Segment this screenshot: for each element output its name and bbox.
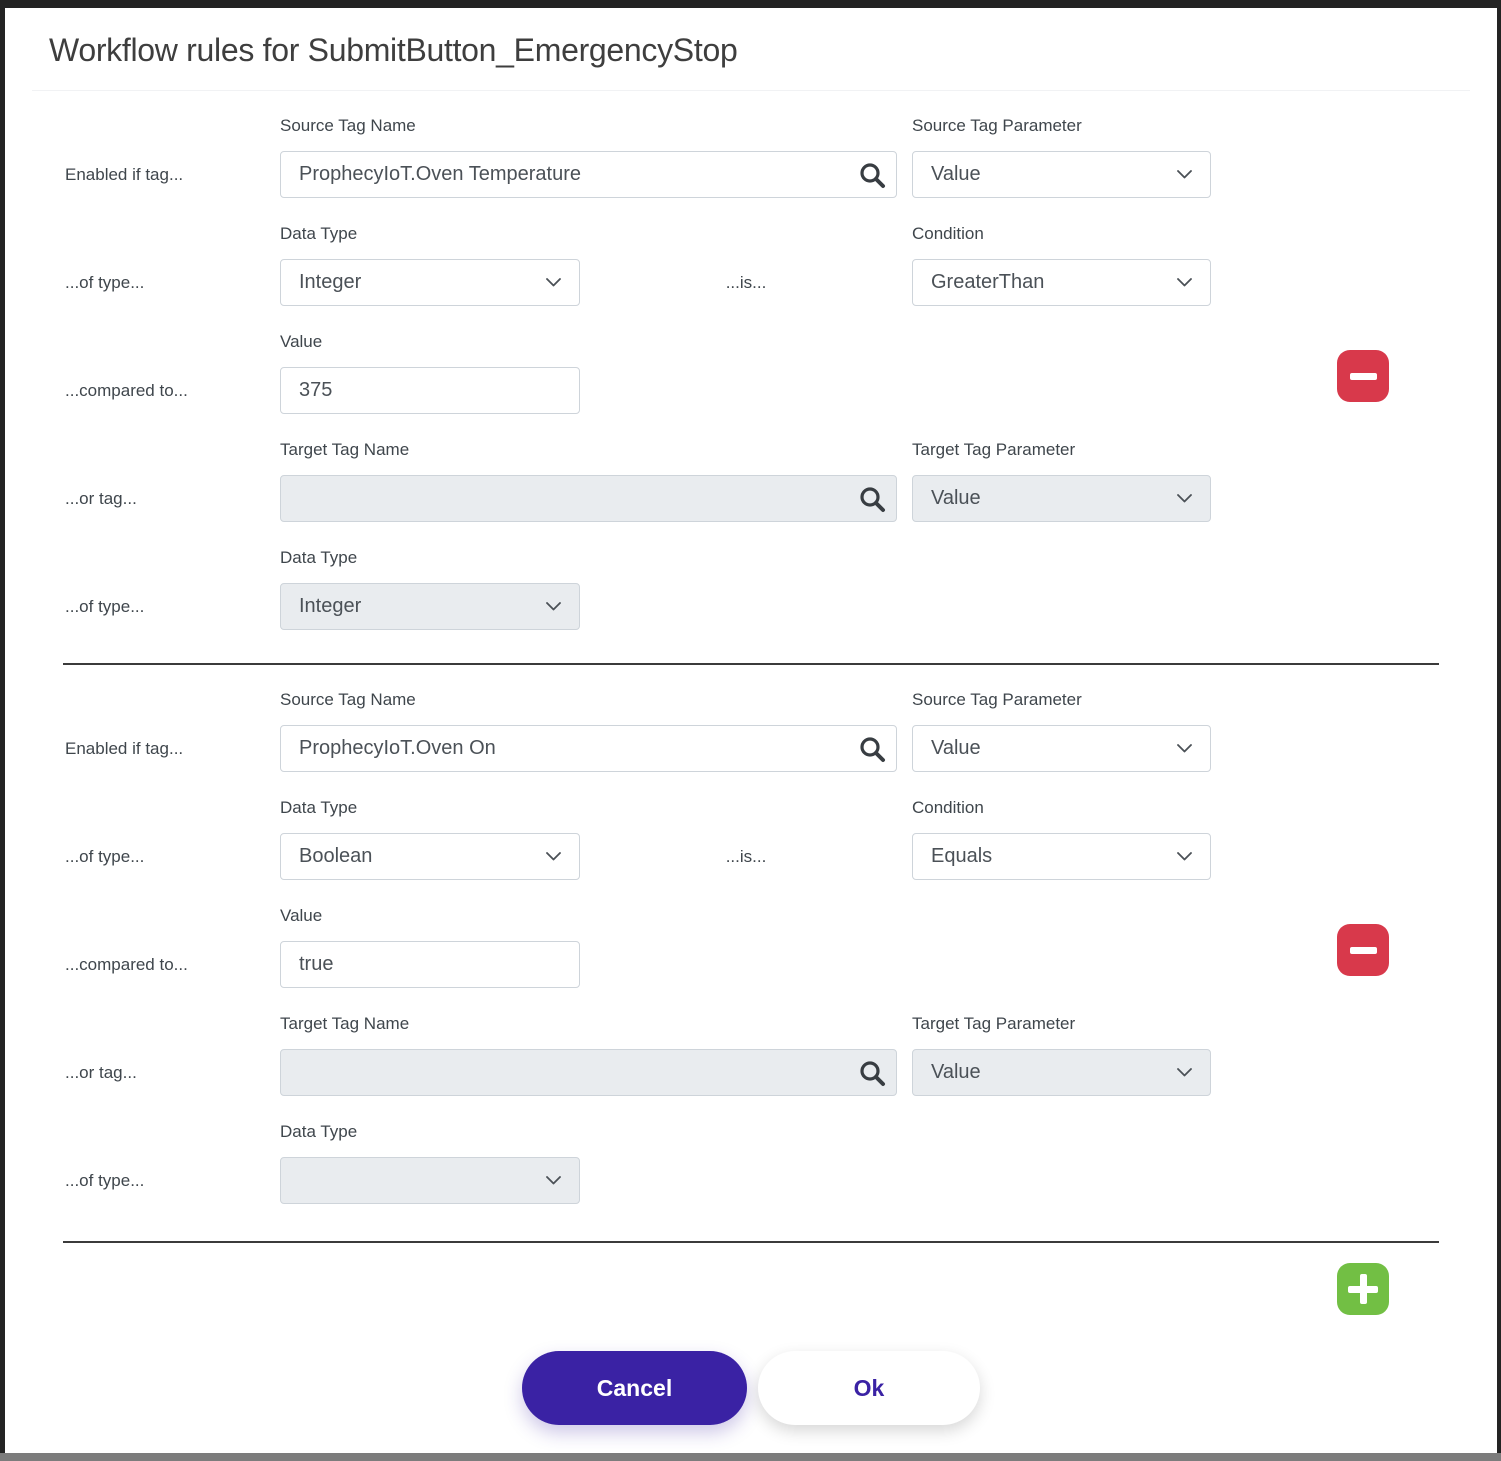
- chevron-down-icon: [1177, 744, 1192, 753]
- rule2-target-tag-name-input: [280, 1049, 897, 1096]
- rule2-value-input[interactable]: [280, 941, 580, 988]
- title-divider: [32, 90, 1470, 91]
- rule2-source-row: Enabled if tag... Source Tag Name So: [65, 689, 1497, 772]
- data-type-label: Data Type: [280, 224, 358, 243]
- add-rule-button[interactable]: [1337, 1263, 1389, 1315]
- rule1-source-tag-name-input[interactable]: [280, 151, 897, 198]
- condition-label: Condition: [912, 798, 984, 817]
- rule2-target-type-row: ...of type... Data Type: [65, 1121, 1497, 1204]
- of-type-label: ...of type...: [65, 1170, 145, 1190]
- selected-value: Value: [931, 737, 981, 759]
- minus-icon: [1349, 946, 1377, 954]
- workflow-rules-dialog: Workflow rules for SubmitButton_Emergenc…: [5, 8, 1497, 1453]
- rule2-target-tag-search-button[interactable]: [857, 1058, 887, 1088]
- or-tag-label: ...or tag...: [65, 488, 137, 508]
- rule2-source-tag-search-button[interactable]: [857, 734, 887, 764]
- rule2-condition-select[interactable]: Equals: [912, 833, 1211, 880]
- minus-icon: [1349, 372, 1377, 380]
- rule2-target-row: ...or tag... Target Tag Name Target: [65, 1013, 1497, 1096]
- value-label: Value: [280, 332, 323, 351]
- target-tag-name-label: Target Tag Name: [280, 440, 410, 459]
- search-icon: [858, 1059, 886, 1087]
- of-type-label: ...of type...: [65, 846, 145, 866]
- cancel-button[interactable]: Cancel: [522, 1351, 747, 1425]
- chevron-down-icon: [546, 1176, 561, 1185]
- rule1-source-tag-search-button[interactable]: [857, 160, 887, 190]
- rule1-target-type-row: ...of type... Data Type Integer: [65, 547, 1497, 630]
- chevron-down-icon: [546, 852, 561, 861]
- rule1-value-input[interactable]: [280, 367, 580, 414]
- target-tag-parameter-label: Target Tag Parameter: [912, 1014, 1076, 1033]
- of-type-label: ...of type...: [65, 272, 145, 292]
- enabled-if-tag-label: Enabled if tag...: [65, 738, 184, 758]
- rule-divider: [63, 663, 1439, 665]
- condition-label: Condition: [912, 224, 984, 243]
- rule1-value-row: ...compared to... Value: [65, 331, 1497, 414]
- or-tag-label: ...or tag...: [65, 1062, 137, 1082]
- source-tag-parameter-label: Source Tag Parameter: [912, 116, 1082, 135]
- rule2-remove-rule-button[interactable]: [1337, 924, 1389, 976]
- source-tag-parameter-label: Source Tag Parameter: [912, 690, 1082, 709]
- rule1-target-row: ...or tag... Target Tag Name Target: [65, 439, 1497, 522]
- search-icon: [858, 735, 886, 763]
- chevron-down-icon: [546, 602, 561, 611]
- data-type-label: Data Type: [280, 1122, 358, 1141]
- rule-block-2: Enabled if tag... Source Tag Name So: [65, 665, 1497, 1212]
- selected-value: Equals: [931, 845, 993, 867]
- rule1-remove-rule-button[interactable]: [1337, 350, 1389, 402]
- rule2-value-row: ...compared to... Value: [65, 905, 1497, 988]
- selected-value: Value: [931, 487, 981, 509]
- value-label: Value: [280, 906, 323, 925]
- rule1-target-tag-name-input: [280, 475, 897, 522]
- is-label: ...is...: [725, 272, 767, 292]
- chevron-down-icon: [546, 278, 561, 287]
- selected-value: Integer: [299, 271, 362, 293]
- compared-to-label: ...compared to...: [65, 954, 188, 974]
- enabled-if-tag-label: Enabled if tag...: [65, 164, 184, 184]
- selected-value: Integer: [299, 595, 362, 617]
- rule1-target-tag-parameter-select: Value: [912, 475, 1211, 522]
- rule2-target-data-type-select: [280, 1157, 580, 1204]
- rule1-type-row: ...of type... Data Type Integer ...is...…: [65, 223, 1497, 306]
- dialog-title: Workflow rules for SubmitButton_Emergenc…: [49, 32, 738, 68]
- rule-divider: [63, 1241, 1439, 1243]
- chevron-down-icon: [1177, 170, 1192, 179]
- compared-to-label: ...compared to...: [65, 380, 188, 400]
- chevron-down-icon: [1177, 852, 1192, 861]
- search-icon: [858, 485, 886, 513]
- source-tag-name-label: Source Tag Name: [280, 690, 416, 709]
- data-type-label: Data Type: [280, 548, 358, 567]
- rule1-source-tag-parameter-select[interactable]: Value: [912, 151, 1211, 198]
- chevron-down-icon: [1177, 1068, 1192, 1077]
- source-tag-name-label: Source Tag Name: [280, 116, 416, 135]
- rule2-target-tag-parameter-select: Value: [912, 1049, 1211, 1096]
- search-icon: [858, 161, 886, 189]
- rule2-source-tag-parameter-select[interactable]: Value: [912, 725, 1211, 772]
- rule-block-1: Enabled if tag... Source Tag Name So: [65, 91, 1497, 638]
- chevron-down-icon: [1177, 278, 1192, 287]
- selected-value: Value: [931, 163, 981, 185]
- of-type-label: ...of type...: [65, 596, 145, 616]
- ok-button[interactable]: Ok: [758, 1351, 980, 1425]
- rule1-target-data-type-select: Integer: [280, 583, 580, 630]
- selected-value: Value: [931, 1061, 981, 1083]
- rule2-source-tag-name-input[interactable]: [280, 725, 897, 772]
- rule1-data-type-select[interactable]: Integer: [280, 259, 580, 306]
- rule1-target-tag-search-button[interactable]: [857, 484, 887, 514]
- rule2-type-row: ...of type... Data Type Boolean ...is...…: [65, 797, 1497, 880]
- target-tag-name-label: Target Tag Name: [280, 1014, 410, 1033]
- data-type-label: Data Type: [280, 798, 358, 817]
- chevron-down-icon: [1177, 494, 1192, 503]
- target-tag-parameter-label: Target Tag Parameter: [912, 440, 1076, 459]
- rule2-data-type-select[interactable]: Boolean: [280, 833, 580, 880]
- rule1-condition-select[interactable]: GreaterThan: [912, 259, 1211, 306]
- selected-value: GreaterThan: [931, 271, 1045, 293]
- background-bottom-strip: [0, 1453, 1501, 1461]
- selected-value: Boolean: [299, 845, 373, 867]
- rule1-source-row: Enabled if tag... Source Tag Name So: [65, 115, 1497, 198]
- is-label: ...is...: [725, 846, 767, 866]
